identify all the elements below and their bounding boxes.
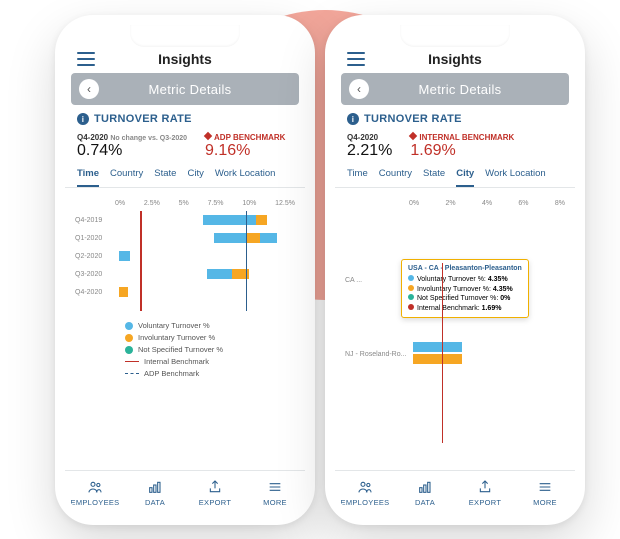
app-title: Insights [428,51,482,67]
subheader-title: Metric Details [379,82,541,97]
menu-icon[interactable] [77,52,95,66]
nav-employees[interactable]: EMPLOYEES [65,471,125,515]
menu-icon[interactable] [347,52,365,66]
subheader-bar: ‹ Metric Details [71,73,299,105]
diamond-icon [409,132,417,140]
tab-work-location[interactable]: Work Location [485,168,546,187]
metric-primary: Q4-2020 2.21% [347,133,392,160]
tab-country[interactable]: Country [110,168,143,187]
nav-data[interactable]: DATA [395,471,455,515]
chart-row: Q4-2019 [75,211,295,229]
nav-export[interactable]: EXPORT [455,471,515,515]
tab-state[interactable]: State [154,168,176,187]
metric-benchmark: INTERNAL BENCHMARK 1.69% [410,133,514,160]
chart-city: 0%2%4%6%8% CA ...NJ - Roseland-Ro... USA… [345,200,565,443]
chart-legend: Voluntary Turnover % Involuntary Turnove… [125,321,285,378]
back-button[interactable]: ‹ [349,79,369,99]
nav-more[interactable]: MORE [515,471,575,515]
tab-bar: Time Country State City Work Location [335,160,575,188]
nav-employees[interactable]: EMPLOYEES [335,471,395,515]
info-icon[interactable]: i [347,113,359,125]
chart-row: Q1-2020 [75,229,295,247]
subheader-bar: ‹ Metric Details [341,73,569,105]
chart-tooltip: USA - CA - Pleasanton-PleasantonVoluntar… [401,259,529,318]
tab-time[interactable]: Time [77,168,99,187]
subheader-title: Metric Details [109,82,271,97]
tab-time[interactable]: Time [347,168,368,187]
tab-work-location[interactable]: Work Location [215,168,276,187]
chart-row: Q2-2020 [75,247,295,265]
section-title: i TURNOVER RATE [77,113,293,125]
tab-country[interactable]: Country [379,168,412,187]
chart-row: NJ - Roseland-Ro... [345,337,565,371]
chart-row: Q3-2020 [75,265,295,283]
chart-time: 0%2.5%5%7.5%10%12.5% Q4-2019Q1-2020Q2-20… [75,200,295,378]
phone-mockup-right: Insights ‹ Metric Details i TURNOVER RAT… [325,15,585,525]
tab-bar: Time Country State City Work Location [65,160,305,188]
app-title: Insights [158,51,212,67]
chart-row: Q4-2020 [75,283,295,301]
section-title: i TURNOVER RATE [347,113,563,125]
diamond-icon [204,132,212,140]
back-button[interactable]: ‹ [79,79,99,99]
phone-notch [130,25,240,47]
tab-state[interactable]: State [423,168,445,187]
nav-more[interactable]: MORE [245,471,305,515]
nav-data[interactable]: DATA [125,471,185,515]
phone-notch [400,25,510,47]
bottom-nav: EMPLOYEES DATA EXPORT MORE [335,470,575,515]
info-icon[interactable]: i [77,113,89,125]
tab-city[interactable]: City [456,168,474,187]
metric-benchmark: ADP BENCHMARK 9.16% [205,133,285,160]
bottom-nav: EMPLOYEES DATA EXPORT MORE [65,470,305,515]
nav-export[interactable]: EXPORT [185,471,245,515]
metric-primary: Q4-2020 No change vs. Q3-2020 0.74% [77,133,187,160]
phone-mockup-left: Insights ‹ Metric Details i TURNOVER RAT… [55,15,315,525]
tab-city[interactable]: City [187,168,203,187]
